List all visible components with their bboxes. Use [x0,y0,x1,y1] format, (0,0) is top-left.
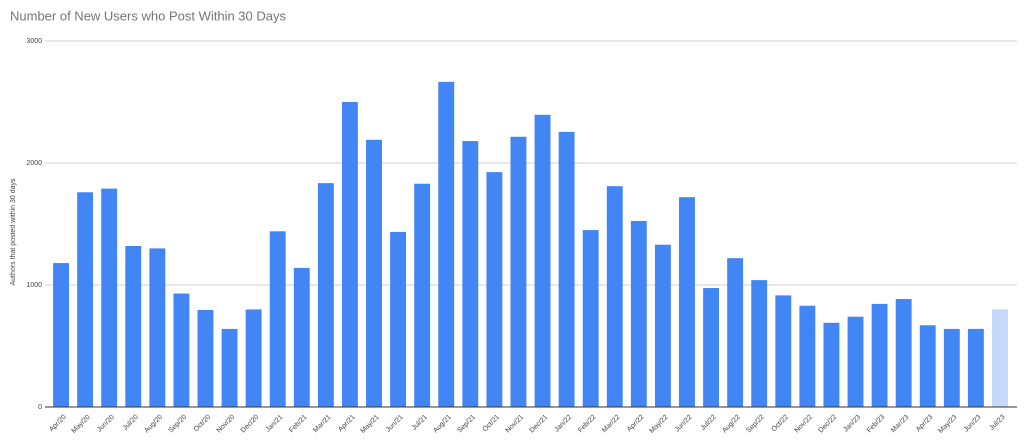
x-tick-label: Aug/20 [143,414,164,435]
bar [582,230,599,407]
chart-title: Number of New Users who Post Within 30 D… [10,8,286,23]
bar [967,328,984,407]
x-tick-label: Sep/21 [456,414,477,435]
bar [703,288,720,407]
y-tick-label: 1000 [26,282,42,289]
bar [751,280,768,407]
bar [823,322,840,407]
x-tick-label: Oct/22 [770,414,790,434]
x-tick-label: May/21 [360,414,381,435]
bar [486,172,503,407]
bar [269,231,286,407]
x-tick-label: Jan/22 [554,414,574,434]
bar [462,141,479,408]
x-tick-label: Jun/21 [385,414,405,434]
x-tick-label: Apr/23 [915,414,935,434]
bar [727,258,744,407]
bar [125,245,142,407]
bar [992,309,1008,407]
x-tick-label: Feb/21 [288,414,308,434]
bar [245,309,262,407]
x-tick-label: May/20 [71,414,92,435]
bar [53,263,69,407]
bar [414,183,431,407]
x-tick-label: Apr/20 [48,414,68,434]
x-tick-label: Aug/22 [721,414,742,435]
bar [847,316,864,407]
bar [101,188,118,407]
x-tick-label: Jun/22 [674,414,694,434]
x-tick-label: Jun/23 [963,414,983,434]
y-tick-label: 3000 [26,38,42,45]
bar [149,248,166,407]
bar [317,183,334,407]
x-tick-label: Jan/21 [265,414,285,434]
x-tick-label: Oct/21 [482,414,502,434]
x-tick-label: Dec/21 [529,414,550,435]
bar [775,295,792,407]
bar [919,325,936,407]
bar [654,244,671,407]
x-tick-label: Nov/20 [216,414,237,435]
x-tick-label: Dec/22 [818,414,839,435]
x-tick-label: Aug/21 [432,414,453,435]
bar [390,231,407,407]
bar [438,81,455,408]
y-tick-label: 2000 [26,160,42,167]
x-tick-label: Dec/20 [240,414,261,435]
bar [799,305,816,407]
bar [679,197,695,407]
x-tick-label: Feb/23 [866,414,886,434]
x-tick-label: Jul/22 [700,414,718,432]
x-tick-label: Mar/22 [601,414,621,434]
x-tick-label: May/22 [648,414,669,435]
bar [558,131,575,407]
bar [606,186,623,407]
x-tick-label: Apr/21 [337,414,357,434]
x-tick-label: Jul/21 [411,414,429,432]
y-tick-label: 0 [38,404,42,411]
bar [77,192,94,407]
bar [293,267,310,407]
x-tick-label: Sep/20 [167,414,188,435]
bar [366,139,382,407]
y-axis-label: Authors that posted within 30 days [10,178,17,286]
x-tick-label: Mar/23 [890,414,910,434]
bar [943,328,960,407]
x-tick-label: May/23 [937,414,958,435]
bar [534,114,551,407]
x-tick-label: Feb/22 [577,414,597,434]
bar [871,303,888,407]
x-tick-label: Oct/20 [193,414,213,434]
x-tick-label: Apr/22 [626,414,646,434]
bar [895,299,912,407]
x-tick-label: Sep/22 [745,414,766,435]
x-tick-label: Jan/23 [842,414,862,434]
x-tick-label: Mar/21 [312,414,332,434]
bar [510,136,527,407]
bar [341,102,358,407]
x-tick-label: Jul/23 [989,414,1007,432]
bar [221,328,238,407]
bar [630,220,647,407]
bar [173,293,190,407]
x-tick-label: Nov/21 [505,414,526,435]
x-tick-label: Nov/22 [793,414,814,435]
x-tick-label: Jul/20 [122,414,140,432]
x-tick-label: Jun/20 [96,414,116,434]
bar [197,310,214,407]
